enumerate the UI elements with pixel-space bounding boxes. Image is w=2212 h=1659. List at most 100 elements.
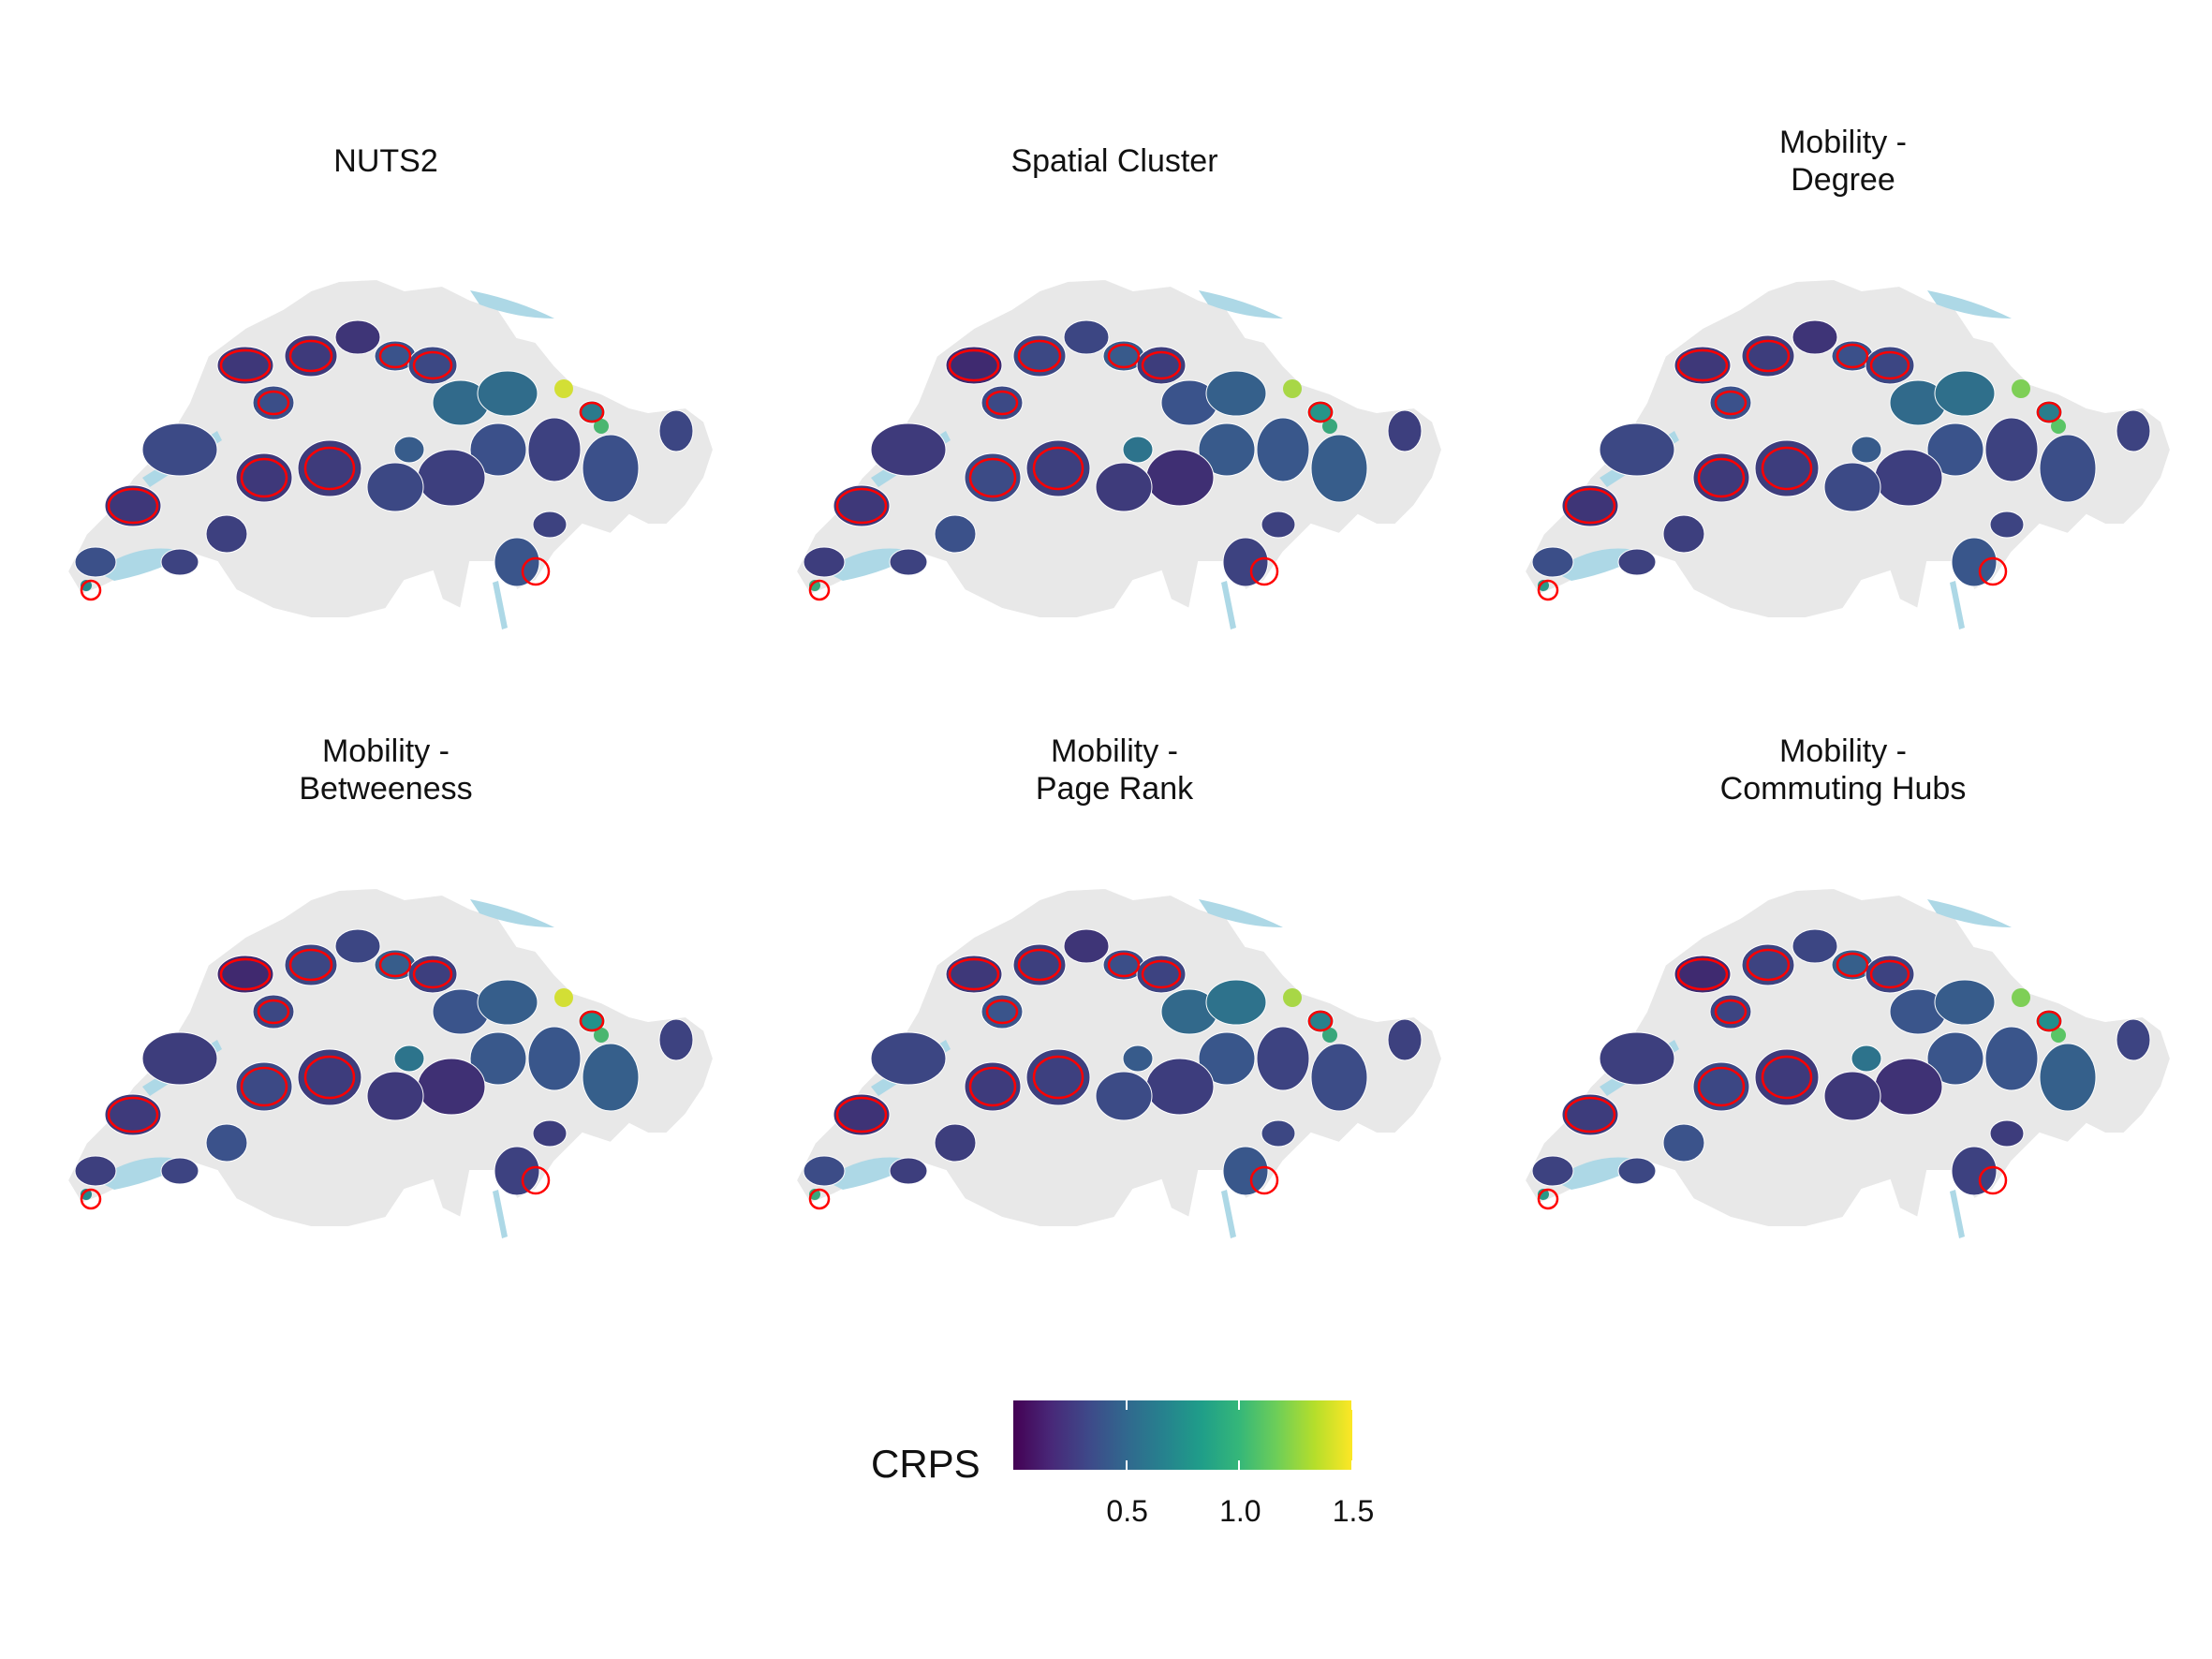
highlighted-region-border <box>1746 339 1791 373</box>
highlighted-region-border <box>1141 350 1182 380</box>
region <box>1792 319 1838 355</box>
region <box>1874 1058 1943 1116</box>
lake <box>1950 1190 1965 1238</box>
region <box>532 1119 568 1148</box>
highlighted-region-border <box>1564 1096 1616 1133</box>
region <box>334 928 381 964</box>
highlighted-region-border <box>219 957 272 991</box>
region-high <box>554 379 573 398</box>
region <box>1261 1119 1296 1148</box>
region <box>582 434 640 503</box>
region <box>1984 417 2039 482</box>
region <box>1256 1026 1310 1091</box>
region <box>477 979 538 1026</box>
region <box>417 449 486 507</box>
switzerland-map <box>1523 277 2173 630</box>
region <box>1310 434 1368 503</box>
highlighted-region-border <box>1836 343 1869 369</box>
region <box>1025 1048 1091 1106</box>
region <box>1674 346 1732 385</box>
region <box>1984 1026 2039 1091</box>
region <box>297 439 362 497</box>
map-panel-1: NUTS2 <box>30 66 742 665</box>
highlighted-region-border <box>1978 556 2008 586</box>
region <box>205 514 248 554</box>
region <box>1310 1043 1368 1112</box>
region <box>1934 979 1996 1026</box>
region-high <box>554 988 573 1007</box>
highlighted-region-border <box>1307 401 1334 423</box>
region <box>1198 422 1256 477</box>
region-high <box>2051 419 2066 434</box>
highlighted-region-border <box>948 348 1000 382</box>
region <box>1222 1146 1269 1196</box>
highlighted-region-border <box>985 999 1019 1025</box>
region <box>658 1018 694 1061</box>
highlighted-region-border <box>378 343 412 369</box>
region <box>104 1093 162 1136</box>
highlighted-region-border <box>1249 556 1279 586</box>
highlighted-region-border <box>240 1066 288 1107</box>
region-high <box>594 419 609 434</box>
region <box>366 462 424 512</box>
region <box>1926 422 1984 477</box>
region <box>1823 1071 1881 1121</box>
highlighted-region-border <box>835 1096 888 1133</box>
highlighted-region-border <box>1307 1010 1334 1032</box>
legend-tick-label: 0.5 <box>1106 1494 1148 1528</box>
highlighted-region-border <box>1714 390 1747 416</box>
switzerland-map <box>794 277 1444 630</box>
region <box>160 1157 199 1185</box>
highlighted-region-border <box>521 1165 551 1195</box>
highlighted-region-border <box>1697 1066 1746 1107</box>
region <box>366 1071 424 1121</box>
region <box>1951 1146 1998 1196</box>
highlighted-region-border <box>1537 579 1559 601</box>
region <box>469 1031 527 1086</box>
region <box>1145 1058 1215 1116</box>
region <box>2035 1009 2063 1033</box>
region <box>1617 1157 1657 1185</box>
region <box>1063 319 1110 355</box>
region <box>1692 452 1750 503</box>
highlighted-region-border <box>1564 487 1616 525</box>
region <box>297 1048 362 1106</box>
region-high <box>2012 379 2030 398</box>
switzerland-map <box>794 886 1444 1238</box>
region <box>2039 1043 2097 1112</box>
panel-title: Mobility - Betweeness <box>299 733 473 807</box>
highlighted-region-border <box>985 390 1019 416</box>
region <box>469 422 527 477</box>
panel-title: Mobility - Page Rank <box>1035 733 1194 807</box>
region <box>393 1044 425 1073</box>
legend-tick-label: 1.5 <box>1332 1494 1375 1528</box>
region <box>1851 1044 1882 1073</box>
region <box>1926 1031 1984 1086</box>
region <box>1951 537 1998 587</box>
legend: CRPS 0.5 1.0 1.5 <box>871 1400 1395 1550</box>
highlighted-region-border <box>1249 1165 1279 1195</box>
region <box>74 546 117 578</box>
region <box>74 1155 117 1187</box>
highlighted-region-border <box>412 959 453 989</box>
region <box>104 484 162 527</box>
region <box>1095 1071 1153 1121</box>
region <box>1531 546 1574 578</box>
highlighted-region-border <box>1537 1188 1559 1210</box>
highlighted-region-border <box>288 339 333 373</box>
region <box>1823 462 1881 512</box>
region <box>141 1031 218 1086</box>
legend-title: CRPS <box>871 1442 981 1486</box>
region <box>578 1009 606 1033</box>
highlighted-region-border <box>579 401 605 423</box>
highlighted-region-border <box>378 952 412 978</box>
region <box>1599 1031 1675 1086</box>
region-high <box>594 1028 609 1043</box>
lake <box>1221 581 1236 630</box>
highlighted-region-border <box>1761 446 1813 491</box>
region <box>216 955 274 994</box>
switzerland-map <box>1523 886 2173 1238</box>
region <box>1387 1018 1423 1061</box>
highlighted-region-border <box>107 487 159 525</box>
legend-colorbar <box>1013 1400 1353 1470</box>
